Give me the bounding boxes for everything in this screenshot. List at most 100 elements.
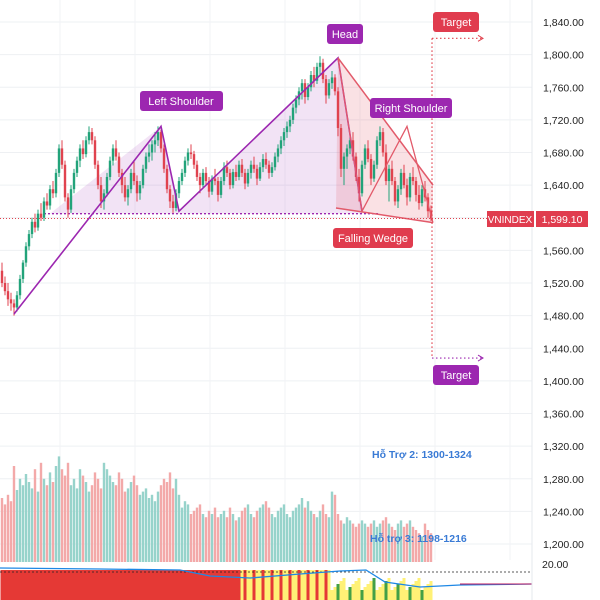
indicator-bar xyxy=(225,570,229,600)
indicator-bar xyxy=(405,590,409,600)
indicator-bar xyxy=(210,570,214,600)
candle-body xyxy=(150,144,154,153)
candle-body xyxy=(411,176,415,182)
volume-bar xyxy=(147,498,151,562)
volume-bar xyxy=(123,491,127,562)
target-lines xyxy=(431,34,484,362)
indicator-bar xyxy=(366,584,370,600)
volume-bar xyxy=(273,517,277,562)
candle-body xyxy=(162,148,166,169)
candle-body xyxy=(333,77,337,92)
indicator-bar xyxy=(39,570,43,600)
indicator-bar xyxy=(93,570,97,600)
candle-body xyxy=(294,99,298,108)
symbol-badge-text: VNINDEX xyxy=(488,215,533,226)
indicator-bar xyxy=(363,587,367,600)
volume-bar xyxy=(393,530,397,562)
candle-body xyxy=(330,77,334,84)
volume-bar xyxy=(126,488,130,562)
volume-bar xyxy=(6,494,10,562)
indicator-bar xyxy=(393,587,397,600)
candle-body xyxy=(93,140,97,165)
indicator-bar xyxy=(33,570,37,600)
indicator-bar xyxy=(105,570,109,600)
volume-bar xyxy=(177,494,181,562)
indicator-bar xyxy=(360,590,364,600)
candle-body xyxy=(78,148,82,161)
volume-bar xyxy=(120,478,124,562)
indicator-bar xyxy=(282,570,286,600)
indicator-bar xyxy=(345,590,349,600)
left-shoulder-label: Left Shoulder xyxy=(140,91,223,111)
indicator-bar xyxy=(102,570,106,600)
indicator-bar xyxy=(201,570,205,600)
indicator-bar xyxy=(390,590,394,600)
volume-bar xyxy=(93,472,97,562)
candle-body xyxy=(3,283,7,292)
indicator-bar xyxy=(252,570,256,600)
candle-body xyxy=(9,299,13,304)
volume-bar xyxy=(60,469,64,562)
indicator-bar xyxy=(78,570,82,600)
candle-body xyxy=(54,172,58,194)
candle-body xyxy=(0,270,4,283)
candle-body xyxy=(324,79,328,96)
indicator-bar xyxy=(240,570,244,600)
indicator-bar xyxy=(204,570,208,600)
target-up-label: Target xyxy=(433,12,479,32)
volume-bar xyxy=(42,478,46,562)
volume-bar xyxy=(270,514,274,562)
indicator-bar xyxy=(378,587,382,600)
indicator-bar xyxy=(192,570,196,600)
volume-bar xyxy=(186,504,190,562)
volume-bar xyxy=(141,491,145,562)
volume-bar xyxy=(78,469,82,562)
indicator-bar xyxy=(222,570,226,600)
candle-body xyxy=(300,83,304,92)
volume-bar xyxy=(348,520,352,562)
indicator-bar xyxy=(54,570,58,600)
candle-body xyxy=(39,213,43,218)
candle-body xyxy=(345,148,349,157)
indicator-bar xyxy=(120,570,124,600)
indicator-bar xyxy=(24,570,28,600)
indicator-bar xyxy=(69,570,73,600)
candle-body xyxy=(363,148,367,165)
volume-bar xyxy=(54,466,58,562)
indicator-bar xyxy=(168,570,172,600)
volume-bar xyxy=(288,517,292,562)
right-shoulder-line xyxy=(337,57,434,223)
candle-body xyxy=(327,83,331,96)
falling-wedge-label: Falling Wedge xyxy=(333,228,413,248)
candle-body xyxy=(42,201,46,218)
volume-bars xyxy=(0,456,433,562)
candle-body xyxy=(120,172,124,186)
candle-body xyxy=(6,291,10,300)
indicator-bar xyxy=(30,570,34,600)
indicator-bar xyxy=(387,578,391,600)
candle-body xyxy=(30,221,34,235)
indicator-bar xyxy=(87,570,91,600)
y-tick-label: 1,520.00 xyxy=(543,278,584,290)
y-tick-label: 1,440.00 xyxy=(543,343,584,355)
volume-bar xyxy=(135,485,139,562)
candle-body xyxy=(159,132,163,149)
volume-bar xyxy=(234,520,238,562)
candle-body xyxy=(261,159,265,168)
wedge-lines xyxy=(335,57,434,224)
candle-body xyxy=(222,167,226,182)
indicator-bar xyxy=(186,570,190,600)
volume-bar xyxy=(312,514,316,562)
volume-bar xyxy=(87,491,91,562)
volume-bar xyxy=(69,485,73,562)
candle-body xyxy=(237,164,241,177)
candle-body xyxy=(45,201,49,206)
volume-bar xyxy=(180,507,184,562)
volume-bar xyxy=(219,514,223,562)
candle-body xyxy=(126,189,130,198)
candle-body xyxy=(393,181,397,202)
volume-bar xyxy=(405,523,409,562)
volume-bar xyxy=(327,517,331,562)
target-down-label: Target xyxy=(433,365,479,385)
